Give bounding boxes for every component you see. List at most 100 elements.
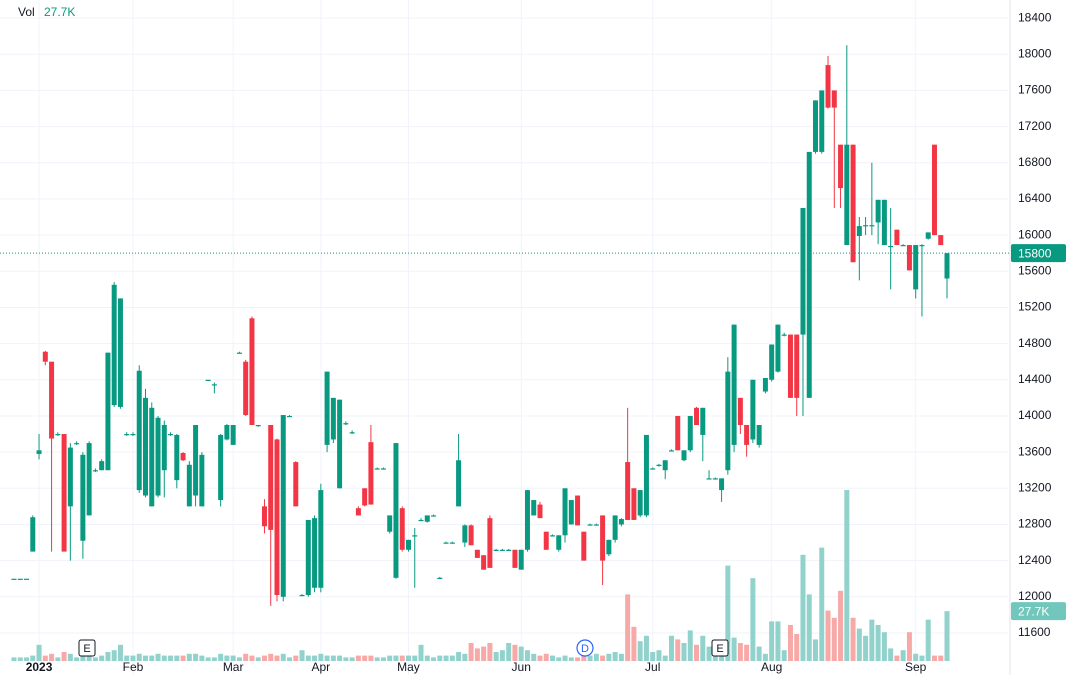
x-tick-label: Jul (645, 660, 660, 674)
volume-bar (456, 652, 462, 661)
candle-body (462, 525, 468, 543)
candle-body (650, 468, 656, 470)
volume-bar (913, 653, 919, 661)
volume-bar (919, 655, 925, 661)
volume-bar (938, 655, 944, 661)
candle-body (493, 549, 499, 551)
candle-body (813, 100, 819, 152)
candle-body (687, 415, 693, 451)
volume-bar (230, 655, 236, 661)
candle-body (863, 225, 869, 227)
volume-bar (424, 655, 430, 661)
x-tick-label: Jun (512, 660, 531, 674)
candle-body (744, 424, 750, 445)
volume-bar (55, 657, 61, 661)
volume-bar (117, 644, 123, 661)
volume-bar (80, 653, 86, 661)
volume-bar (744, 644, 750, 661)
volume-bar (92, 657, 98, 661)
volume-bar (387, 655, 393, 661)
y-tick-label: 14000 (1018, 408, 1052, 422)
volume-bar (925, 619, 931, 661)
candle-body (418, 519, 424, 522)
y-tick-label: 15200 (1018, 300, 1052, 314)
candle-body (825, 65, 831, 108)
volume-bar (675, 639, 681, 661)
volume-bar (224, 655, 230, 661)
candle-body (575, 495, 581, 526)
candle-body (694, 407, 700, 425)
candle-body (449, 542, 455, 544)
candle-body (174, 434, 180, 481)
volume-bar (324, 655, 330, 661)
volume-bar (681, 643, 687, 661)
volume-bar (819, 547, 825, 661)
y-tick-label: 17600 (1018, 83, 1052, 97)
volume-bar (931, 655, 937, 661)
volume-title: Vol (18, 5, 35, 19)
volume-bar (543, 653, 549, 661)
volume-bar (800, 554, 806, 661)
volume-bar (856, 628, 862, 661)
candle-body (36, 450, 42, 454)
volume-bar (36, 644, 42, 661)
event-marker (711, 639, 729, 657)
volume-bar (343, 657, 349, 661)
volume-bar (67, 653, 73, 661)
volume-bar (111, 650, 117, 661)
volume-bar (30, 655, 36, 661)
volume-bar (355, 655, 361, 661)
candle-body (349, 432, 355, 434)
volume-bar (618, 653, 624, 661)
y-tick-label: 15600 (1018, 263, 1052, 277)
candle-body (30, 517, 36, 552)
volume-label-box (1011, 602, 1066, 621)
x-tick-label: Apr (311, 660, 330, 674)
volume-bar (299, 650, 305, 661)
y-tick-label: 18400 (1018, 10, 1052, 24)
candle-body (92, 470, 98, 472)
event-marker-label: E (83, 643, 90, 655)
volume-bar (49, 653, 55, 661)
candle-body (405, 539, 411, 550)
candle-body (61, 434, 67, 552)
volume-bar (731, 637, 737, 661)
candle-body (487, 518, 493, 568)
candle-body (105, 352, 111, 471)
volume-bar (944, 611, 950, 661)
candle-body (637, 490, 643, 516)
candle-body (499, 549, 505, 551)
candle-body (769, 344, 775, 380)
candle-body (506, 549, 512, 551)
candle-body (700, 407, 706, 435)
volume-bar (531, 653, 537, 661)
candle-body (230, 424, 236, 445)
candle-body (374, 468, 380, 470)
volume-bar (863, 635, 869, 661)
volume-bar (900, 650, 906, 661)
candle-body (850, 144, 856, 263)
volume-bar (762, 653, 768, 661)
volume-bar (399, 655, 405, 661)
volume-bar (362, 655, 368, 661)
candle-body (437, 577, 443, 580)
volume-bar (650, 652, 656, 661)
volume-bar (881, 632, 887, 661)
candle-body (355, 508, 361, 516)
candle-body (343, 423, 349, 425)
volume-bar (17, 657, 23, 661)
candle-body (781, 334, 787, 336)
volume-bar (236, 657, 242, 661)
candle-body (456, 460, 462, 507)
candle-body (931, 144, 937, 236)
volume-bar (61, 652, 67, 661)
volume-bar (405, 655, 411, 661)
volume-bar (462, 653, 468, 661)
candle-body (80, 454, 86, 541)
candle-body (881, 199, 887, 246)
candle-body (161, 424, 167, 471)
candle-body (218, 434, 224, 501)
candle-body (255, 424, 261, 427)
candle-body (906, 245, 912, 271)
y-tick-label: 17200 (1018, 119, 1052, 133)
